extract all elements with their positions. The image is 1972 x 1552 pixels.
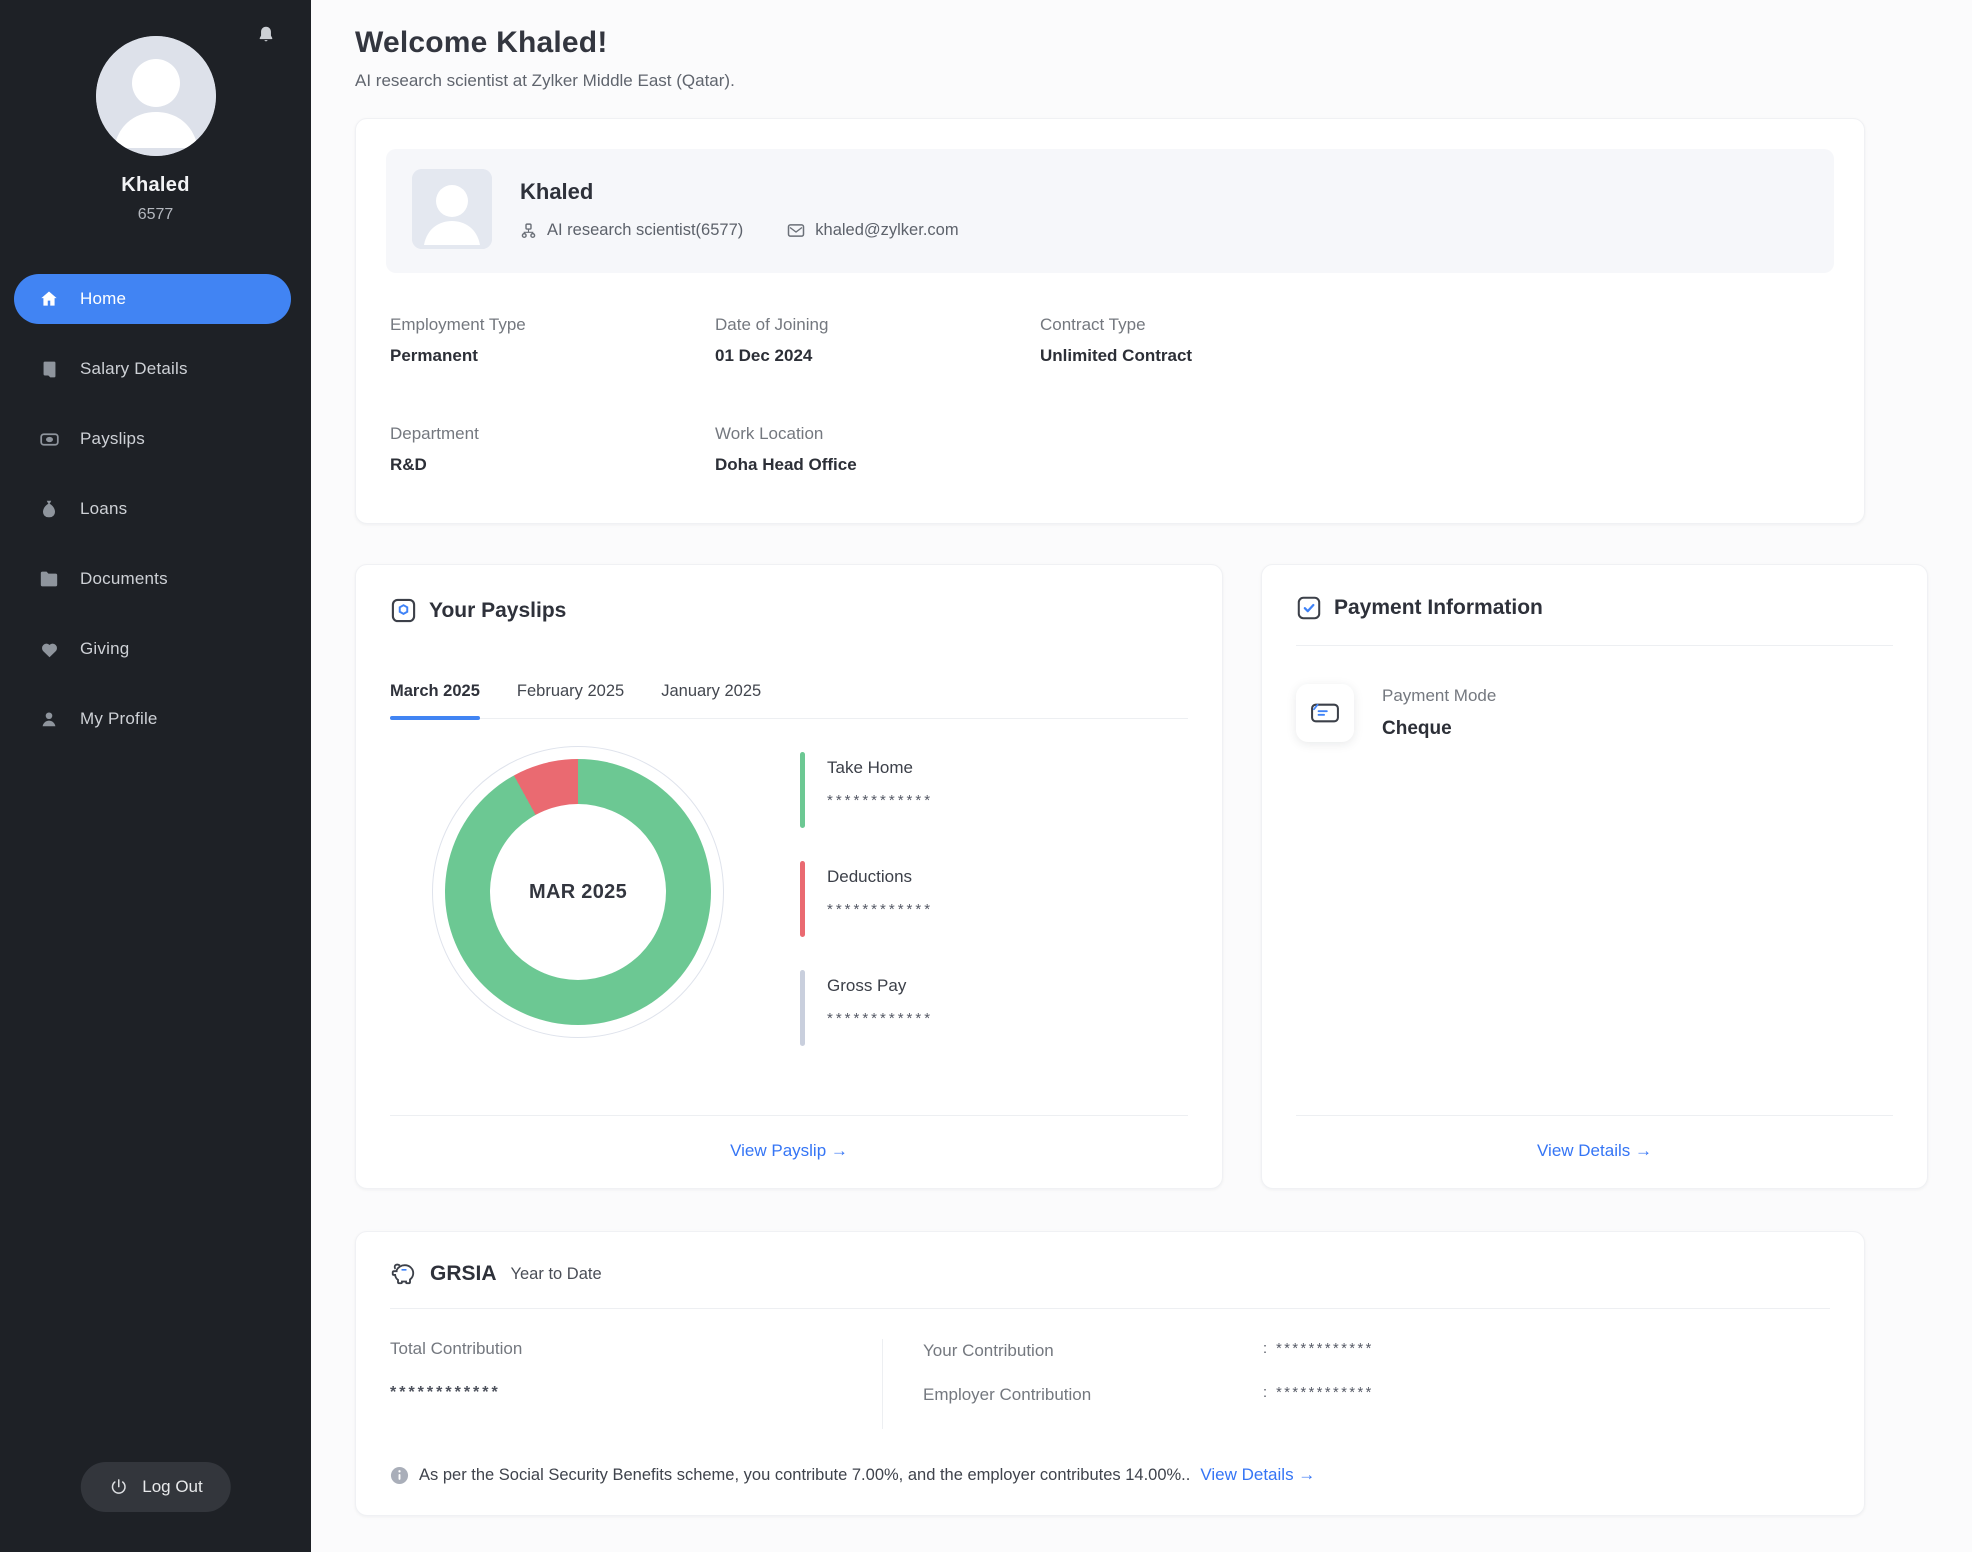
grsia-subtitle: Year to Date	[510, 1264, 602, 1283]
employee-summary-card: Khaled AI research scientist(6577) khale…	[355, 118, 1865, 524]
checkbox-check-icon	[1297, 596, 1321, 620]
employer-contribution: Employer Contribution : ************	[923, 1385, 1374, 1404]
payslip-cash-icon	[391, 598, 416, 623]
legend-deductions: Deductions ************	[800, 861, 933, 937]
payment-information-card: Payment Information Payment Mode Cheque …	[1261, 564, 1928, 1189]
masked-amount: ************	[827, 1010, 934, 1027]
total-contribution: Total Contribution ************	[390, 1339, 882, 1429]
employee-banner: Khaled AI research scientist(6577) khale…	[386, 149, 1834, 273]
sidebar-item-label: Home	[80, 289, 127, 308]
sidebar-item-giving[interactable]: Giving	[14, 624, 291, 674]
sidebar-user-id: 6577	[137, 206, 174, 223]
payslips-card: Your Payslips March 2025 February 2025 J…	[355, 564, 1223, 1189]
masked-amount: ************	[1276, 1341, 1374, 1357]
employee-avatar	[412, 169, 492, 249]
notifications-bell-icon[interactable]	[255, 24, 277, 51]
org-hierarchy-icon	[521, 222, 536, 238]
money-bag-icon	[38, 498, 60, 520]
payslip-month-tabs: March 2025 February 2025 January 2025	[390, 682, 1188, 720]
sidebar-item-loans[interactable]: Loans	[14, 484, 291, 534]
sidebar-item-documents[interactable]: Documents	[14, 554, 291, 604]
field-employment-type: Employment Type Permanent	[390, 315, 526, 365]
payment-mode-label: Payment Mode	[1382, 686, 1497, 705]
document-icon	[38, 358, 60, 380]
envelope-icon	[788, 223, 805, 237]
legend-take-home: Take Home ************	[800, 752, 933, 828]
tab-january-2025[interactable]: January 2025	[661, 682, 762, 700]
field-department: Department R&D	[390, 424, 479, 474]
sidebar-item-label: Giving	[80, 639, 130, 658]
heart-icon	[38, 638, 60, 660]
sidebar-item-label: Loans	[80, 499, 128, 518]
page-title: Welcome Khaled!	[355, 26, 608, 59]
power-icon	[111, 1479, 126, 1494]
cash-icon	[38, 428, 60, 450]
payslip-legend: Take Home ************ Deductions ******…	[800, 752, 933, 1079]
logout-button[interactable]: Log Out	[80, 1462, 231, 1512]
your-contribution: Your Contribution : ************	[923, 1341, 1374, 1360]
tab-march-2025[interactable]: March 2025	[390, 682, 480, 720]
sidebar-item-label: Payslips	[80, 429, 145, 448]
grsia-note: As per the Social Security Benefits sche…	[390, 1465, 1830, 1485]
sidebar-item-label: Salary Details	[80, 359, 188, 378]
grsia-title: GRSIA	[430, 1262, 497, 1285]
field-date-of-joining: Date of Joining 01 Dec 2024	[715, 315, 829, 365]
payment-view-details-link[interactable]: View Details →	[1537, 1141, 1652, 1160]
sidebar: Khaled 6577 Home Salary Details Payslips	[0, 0, 311, 1552]
cheque-icon-tile	[1296, 684, 1354, 742]
employment-fields: Employment Type Permanent Date of Joinin…	[390, 315, 1834, 475]
payslip-donut-chart: MAR 2025	[432, 746, 724, 1038]
employee-designation: AI research scientist(6577)	[520, 221, 743, 240]
payslips-title: Your Payslips	[429, 598, 567, 622]
folder-icon	[38, 568, 60, 590]
sidebar-item-payslips[interactable]: Payslips	[14, 414, 291, 464]
employee-email: khaled@zylker.com	[787, 221, 959, 240]
grsia-view-details-link[interactable]: View Details →	[1200, 1465, 1316, 1484]
legend-gross-pay: Gross Pay ************	[800, 970, 933, 1046]
field-work-location: Work Location Doha Head Office	[715, 424, 857, 474]
sidebar-nav: Home Salary Details Payslips Loans	[0, 274, 311, 744]
sidebar-item-salary-details[interactable]: Salary Details	[14, 344, 291, 394]
sidebar-avatar	[95, 36, 216, 156]
sidebar-item-label: Documents	[80, 569, 168, 588]
main-content: Welcome Khaled! AI research scientist at…	[311, 0, 1972, 1552]
donut-center-label: MAR 2025	[529, 880, 627, 903]
payment-mode-value: Cheque	[1382, 718, 1452, 739]
piggy-bank-icon	[391, 1263, 415, 1285]
sidebar-item-my-profile[interactable]: My Profile	[14, 694, 291, 744]
masked-amount: ************	[1276, 1385, 1374, 1401]
tab-february-2025[interactable]: February 2025	[516, 682, 625, 700]
cheque-icon	[1311, 703, 1339, 723]
masked-amount: ************	[390, 1384, 501, 1401]
info-icon	[390, 1466, 409, 1484]
person-icon	[38, 708, 60, 730]
page-subtitle: AI research scientist at Zylker Middle E…	[355, 71, 735, 90]
payment-info-title: Payment Information	[1334, 596, 1543, 619]
grsia-card: GRSIA Year to Date Total Contribution **…	[355, 1231, 1865, 1516]
sidebar-item-home[interactable]: Home	[14, 274, 291, 324]
home-icon	[38, 288, 60, 310]
masked-amount: ************	[827, 792, 934, 809]
view-payslip-link[interactable]: View Payslip →	[730, 1141, 848, 1160]
sidebar-item-label: My Profile	[80, 709, 158, 728]
field-contract-type: Contract Type Unlimited Contract	[1040, 315, 1193, 365]
masked-amount: ************	[827, 901, 934, 918]
employee-name: Khaled	[520, 178, 594, 204]
sidebar-user-name: Khaled	[121, 174, 190, 196]
